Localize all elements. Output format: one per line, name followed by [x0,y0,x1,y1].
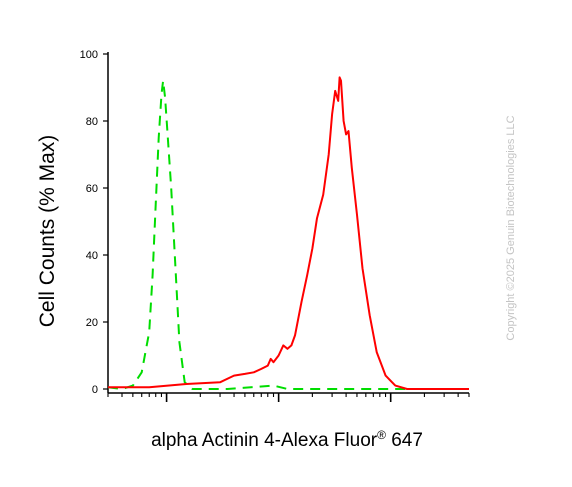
y-axis-title: Cell Counts (% Max) [36,135,59,328]
x-axis-title: alpha Actinin 4-Alexa Fluor® 647 [151,428,423,451]
x-axis-title-tail: 647 [386,430,423,451]
y-tick-label: 0 [92,384,98,396]
y-tick-label: 20 [86,317,98,329]
series-group [107,76,469,390]
y-tick-label: 60 [86,183,98,195]
x-axis-title-main: alpha Actinin 4-Alexa Fluor [151,430,378,451]
y-tick-label: 80 [86,116,98,128]
x-axis-title-superscript: ® [377,428,386,442]
x-axis-ticks [107,393,470,402]
y-tick-label: 40 [86,250,98,262]
red-solid-series-line [108,76,469,390]
copyright-watermark: Copyright ©2025 Genuin Biotechnologies L… [505,115,517,340]
chart-axes [107,52,469,394]
y-axis-ticks: 0 20 40 60 80 100 [80,49,108,396]
green-dashed-series-line [107,79,469,390]
y-tick-label: 100 [80,49,98,61]
